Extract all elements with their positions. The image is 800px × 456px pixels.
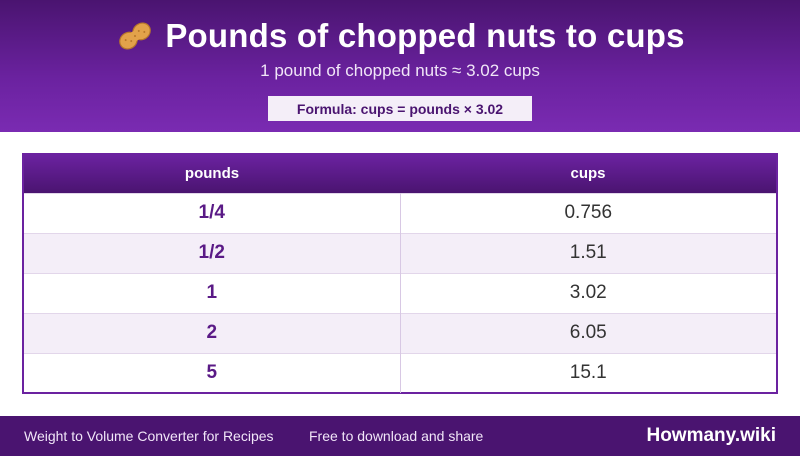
pounds-cell: 5 <box>24 352 401 393</box>
cups-cell: 0.756 <box>400 192 776 233</box>
footer-tagline: Weight to Volume Converter for Recipes <box>24 428 274 444</box>
table-row: 1 3.02 <box>24 272 776 313</box>
pounds-cell: 2 <box>24 312 401 353</box>
table-row: 1/2 1.51 <box>24 232 776 273</box>
footer-note: Free to download and share <box>309 428 484 444</box>
pounds-cell: 1/4 <box>24 192 401 233</box>
page-subtitle: 1 pound of chopped nuts ≈ 3.02 cups <box>260 61 540 80</box>
page-title: Pounds of chopped nuts to cups <box>165 17 685 54</box>
cups-cell: 15.1 <box>400 352 776 393</box>
peanut-icon <box>115 19 155 53</box>
title-row: Pounds of chopped nuts to cups <box>0 14 800 58</box>
pounds-cell: 1 <box>24 272 401 313</box>
column-header-pounds: pounds <box>24 155 400 193</box>
footer: Weight to Volume Converter for Recipes F… <box>0 416 800 456</box>
table-row: 1/4 0.756 <box>24 192 776 233</box>
conversion-table: pounds cups 1/4 0.756 1/2 1.51 1 3.02 2 … <box>22 153 778 394</box>
column-header-cups: cups <box>400 155 776 193</box>
cups-cell: 6.05 <box>400 312 776 353</box>
formula-badge: Formula: cups = pounds × 3.02 <box>268 96 532 121</box>
table-header-row: pounds cups <box>24 155 776 193</box>
brand-link[interactable]: Howmany.wiki <box>646 425 776 446</box>
cups-cell: 1.51 <box>400 232 776 273</box>
cups-cell: 3.02 <box>400 272 776 313</box>
table-row: 5 15.1 <box>24 352 776 393</box>
table-row: 2 6.05 <box>24 312 776 353</box>
pounds-cell: 1/2 <box>24 232 401 273</box>
header: Pounds of chopped nuts to cups 1 pound o… <box>0 0 800 132</box>
